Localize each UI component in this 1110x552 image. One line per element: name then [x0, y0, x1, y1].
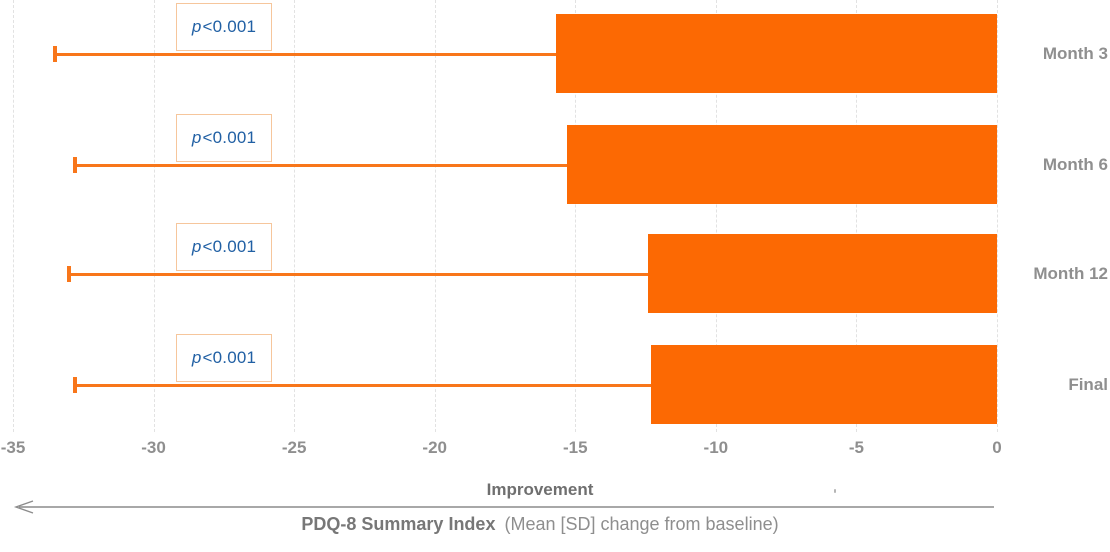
error-bar-cap	[72, 377, 77, 393]
gridline	[856, 0, 858, 432]
error-bar-cap	[72, 157, 77, 173]
p-value-variable: p	[191, 17, 202, 36]
x-tick-label: -35	[0, 438, 26, 457]
error-bar-cap	[67, 266, 72, 282]
gridline	[575, 0, 577, 432]
category-label: Final	[1068, 375, 1108, 394]
category-label: Month 6	[1042, 155, 1108, 174]
x-axis-title: PDQ-8 Summary Index (Mean [SD] change fro…	[0, 514, 1080, 535]
p-value-variable: p	[191, 237, 202, 256]
error-bar	[74, 164, 567, 167]
x-axis-title-bold: PDQ-8 Summary Index	[301, 514, 496, 534]
gridline	[997, 0, 998, 432]
x-tick-label: -5	[848, 438, 864, 457]
p-value-box: p <0.001	[176, 3, 272, 51]
error-bar	[69, 273, 649, 276]
error-bar	[74, 384, 652, 387]
bar-month-3	[555, 14, 997, 93]
x-axis-ticks: -35 -30 -25 -20 -15 -10 -5 0	[1, 438, 1002, 460]
category-label: Month 3	[1042, 44, 1108, 63]
stray-dot-artifact	[834, 489, 836, 493]
x-axis-title-subtitle: (Mean [SD] change from baseline)	[504, 514, 779, 534]
plot-area: p <0.001 p <0.001 p <0.001 p <0.001	[13, 0, 998, 432]
category-labels: Month 3 Month 6 Month 12 Final	[988, 0, 1108, 432]
improvement-direction-label: Improvement	[486, 480, 594, 499]
bar-final	[651, 345, 997, 424]
x-tick-label: -25	[281, 438, 307, 457]
p-value-variable: p	[191, 128, 202, 147]
p-value-box: p <0.001	[176, 223, 272, 271]
p-value-variable: p	[191, 348, 202, 367]
p-value-box: p <0.001	[176, 114, 272, 162]
p-value-text: <0.001	[202, 348, 257, 367]
x-tick-label: -30	[141, 438, 166, 457]
p-value-text: <0.001	[202, 17, 257, 36]
bar-month-6	[566, 125, 997, 204]
bar-month-12	[648, 234, 997, 313]
p-value-box: p <0.001	[176, 334, 272, 382]
x-tick-label: -15	[562, 438, 588, 457]
gridline	[294, 0, 296, 432]
gridline	[13, 0, 14, 432]
x-tick-label: -10	[703, 438, 729, 457]
p-value-text: <0.001	[202, 128, 257, 147]
gridline	[434, 0, 436, 432]
improvement-arrow-icon	[13, 500, 994, 514]
x-tick-label: 0	[992, 438, 1002, 457]
x-tick-label: -20	[422, 438, 447, 457]
gridline	[153, 0, 155, 432]
error-bar	[55, 53, 556, 56]
p-value-text: <0.001	[202, 237, 257, 256]
category-label: Month 12	[1033, 264, 1108, 283]
gridline	[715, 0, 717, 432]
error-bar-cap	[53, 46, 58, 62]
